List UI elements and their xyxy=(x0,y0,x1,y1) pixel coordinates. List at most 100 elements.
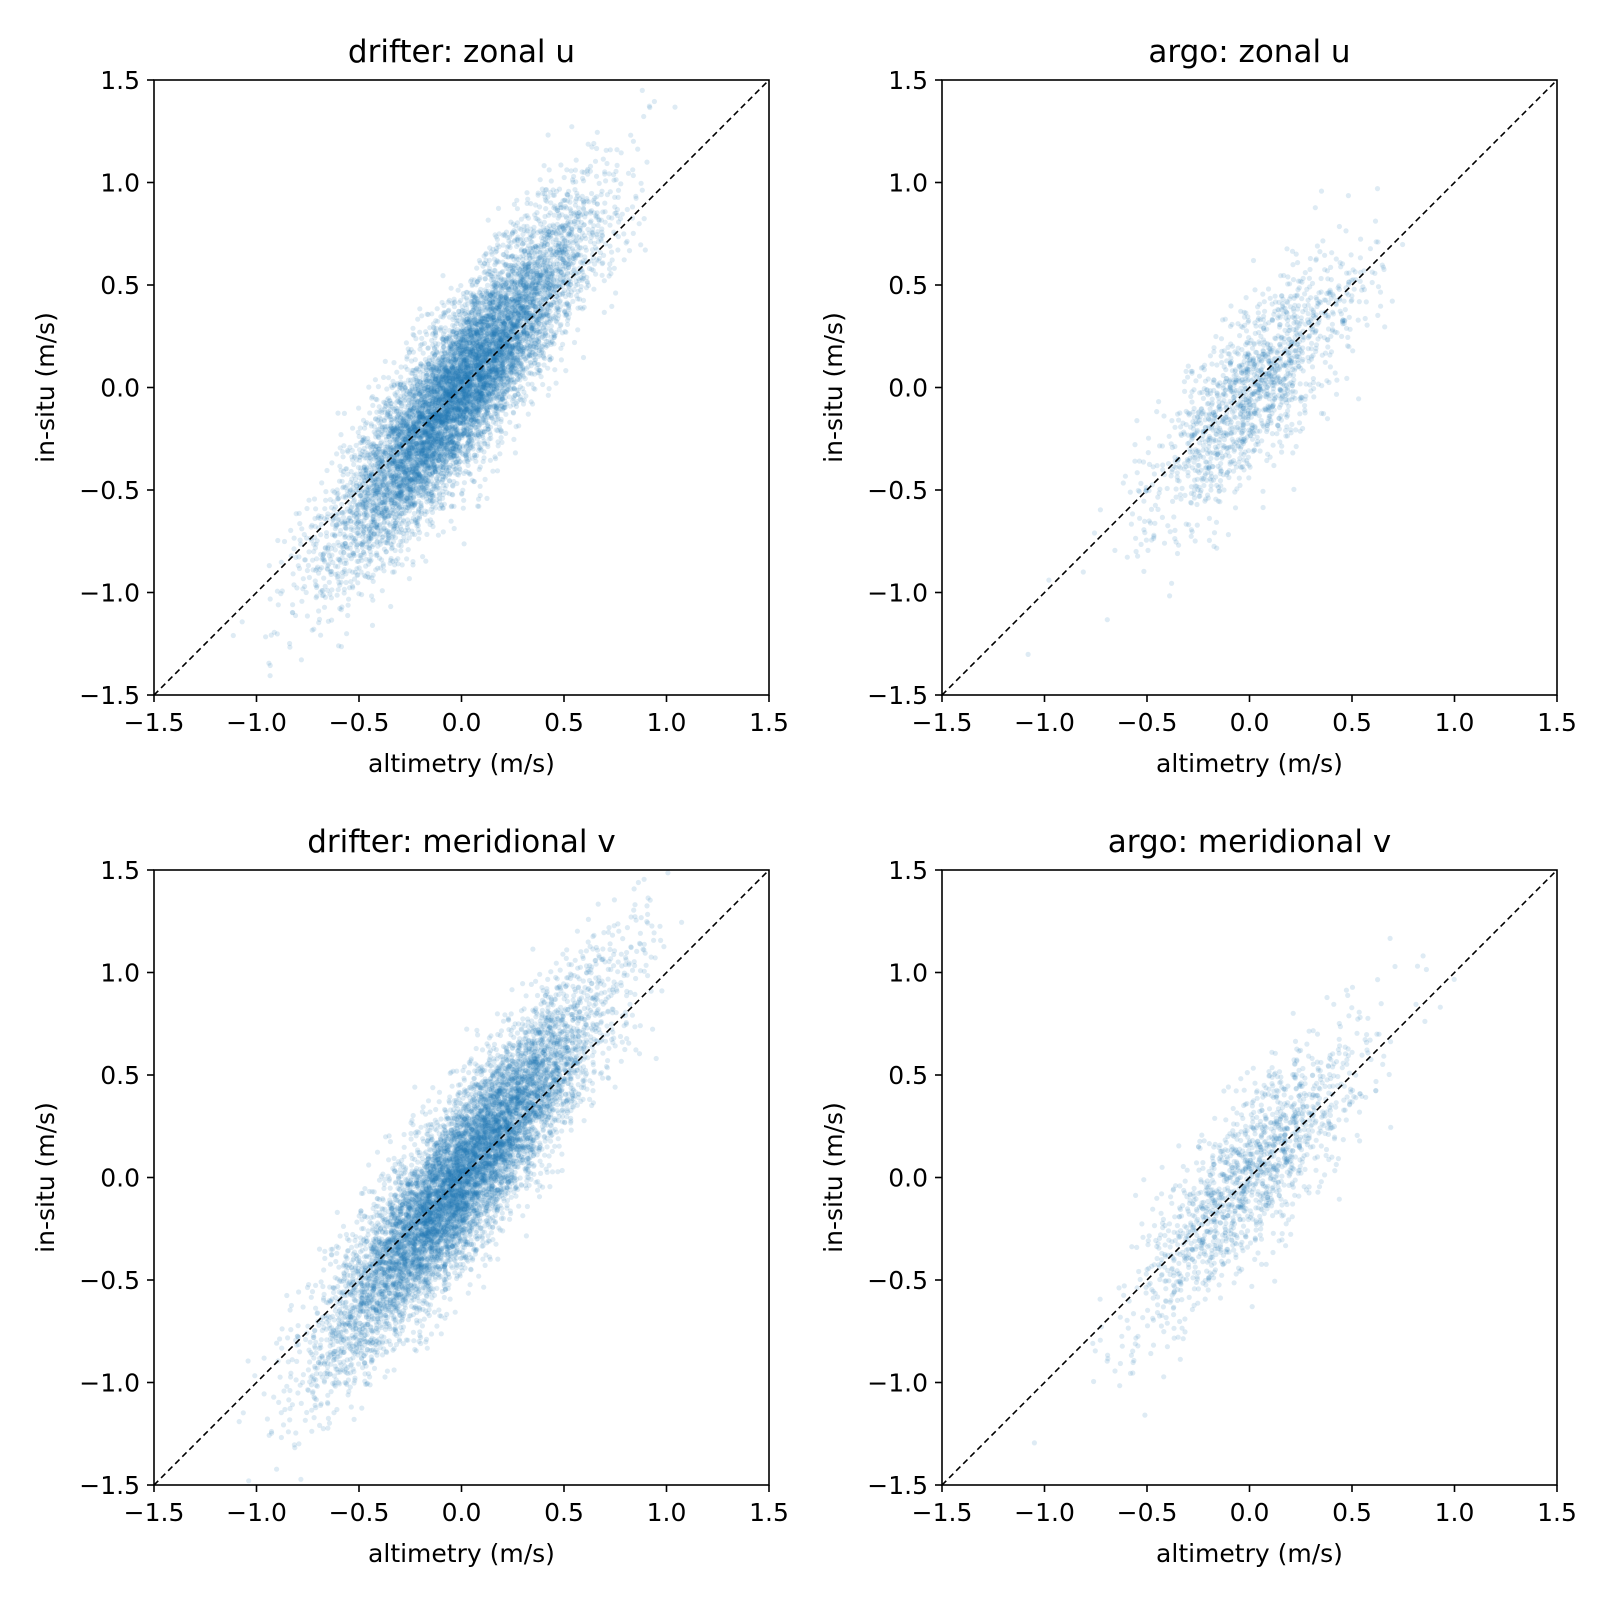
scatter-point xyxy=(472,424,478,430)
scatter-point xyxy=(311,496,318,502)
scatter-point xyxy=(522,303,528,309)
scatter-point xyxy=(373,482,379,489)
scatter-point xyxy=(461,541,467,547)
scatter-point xyxy=(571,173,577,180)
scatter-point xyxy=(554,188,560,194)
scatter-point xyxy=(426,361,432,367)
scatter-point xyxy=(490,356,497,362)
scatter-point xyxy=(551,332,557,339)
scatter-point xyxy=(480,357,486,364)
scatter-point xyxy=(390,447,396,453)
scatter-point xyxy=(505,312,511,318)
scatter-point xyxy=(291,546,297,552)
scatter-point xyxy=(465,439,471,445)
scatter-point xyxy=(450,449,456,455)
scatter-point xyxy=(380,561,386,567)
scatter-point xyxy=(463,336,469,342)
scatter-point xyxy=(540,353,546,359)
scatter-point xyxy=(532,244,539,250)
scatter-point xyxy=(527,299,533,305)
scatter-point xyxy=(439,441,445,447)
scatter-point xyxy=(275,537,281,544)
scatter-point xyxy=(410,424,416,430)
scatter-point xyxy=(468,427,474,433)
scatter-point xyxy=(478,319,484,325)
scatter-point xyxy=(429,376,435,382)
scatter-point xyxy=(502,305,509,311)
scatter-point xyxy=(489,334,495,340)
scatter-point xyxy=(360,481,366,487)
scatter-point xyxy=(412,426,418,433)
scatter-point xyxy=(402,510,408,516)
scatter-point xyxy=(353,442,359,448)
scatter-point xyxy=(418,414,424,420)
scatter-point xyxy=(420,379,426,385)
scatter-point xyxy=(592,158,599,164)
scatter-point xyxy=(486,331,492,337)
scatter-point xyxy=(466,309,472,315)
scatter-point xyxy=(530,229,537,235)
scatter-point xyxy=(639,87,645,93)
scatter-point xyxy=(461,390,467,396)
scatter-point xyxy=(486,311,492,317)
scatter-point xyxy=(466,394,472,400)
scatter-point xyxy=(354,558,360,565)
scatter-point xyxy=(275,602,281,608)
scatter-point xyxy=(651,98,658,105)
scatter-point xyxy=(475,385,481,391)
scatter-point xyxy=(626,248,633,254)
scatter-point xyxy=(392,562,398,568)
scatter-point xyxy=(625,170,632,176)
scatter-point xyxy=(451,449,457,455)
scatter-point xyxy=(399,430,405,436)
scatter-point xyxy=(451,415,458,421)
scatter-point xyxy=(445,375,451,381)
scatter-point xyxy=(529,281,535,287)
scatter-point xyxy=(313,567,319,574)
scatter-point xyxy=(522,335,529,341)
scatter-point xyxy=(384,386,390,392)
scatter-point xyxy=(416,536,422,542)
scatter-point xyxy=(326,579,332,585)
scatter-point xyxy=(512,355,518,361)
scatter-point xyxy=(373,524,380,530)
scatter-point xyxy=(445,356,451,362)
scatter-point xyxy=(538,272,545,278)
scatter-point xyxy=(454,340,460,346)
scatter-point xyxy=(537,254,543,261)
scatter-point xyxy=(421,433,427,439)
scatter-point xyxy=(507,350,513,356)
scatter-point xyxy=(555,205,561,211)
scatter-point xyxy=(508,325,514,332)
scatter-point xyxy=(491,256,497,262)
scatter-point xyxy=(519,331,525,337)
scatter-point xyxy=(603,178,609,184)
scatter-point xyxy=(615,187,622,193)
scatter-point xyxy=(449,503,455,509)
scatter-point xyxy=(510,358,516,364)
scatter-point xyxy=(439,388,445,394)
scatter-point xyxy=(489,274,495,280)
scatter-point xyxy=(395,502,401,508)
scatter-point xyxy=(369,506,375,512)
scatter-point xyxy=(329,460,335,466)
scatter-point xyxy=(470,385,476,391)
scatter-point xyxy=(441,372,447,379)
scatter-point xyxy=(385,482,391,489)
scatter-point xyxy=(352,535,359,542)
scatter-point xyxy=(510,328,516,334)
scatter-point xyxy=(417,346,423,352)
scatter-point xyxy=(519,304,526,310)
scatter-point xyxy=(462,311,468,317)
scatter-point xyxy=(398,548,404,554)
scatter-point xyxy=(468,369,474,375)
scatter-point xyxy=(630,167,636,173)
scatter-point xyxy=(507,244,513,251)
scatter-point xyxy=(566,230,572,237)
scatter-point xyxy=(545,276,551,282)
scatter-point xyxy=(410,392,416,398)
scatter-point xyxy=(451,433,457,439)
scatter-point xyxy=(591,286,597,292)
scatter-point xyxy=(334,451,340,457)
scatter-point xyxy=(558,357,565,363)
